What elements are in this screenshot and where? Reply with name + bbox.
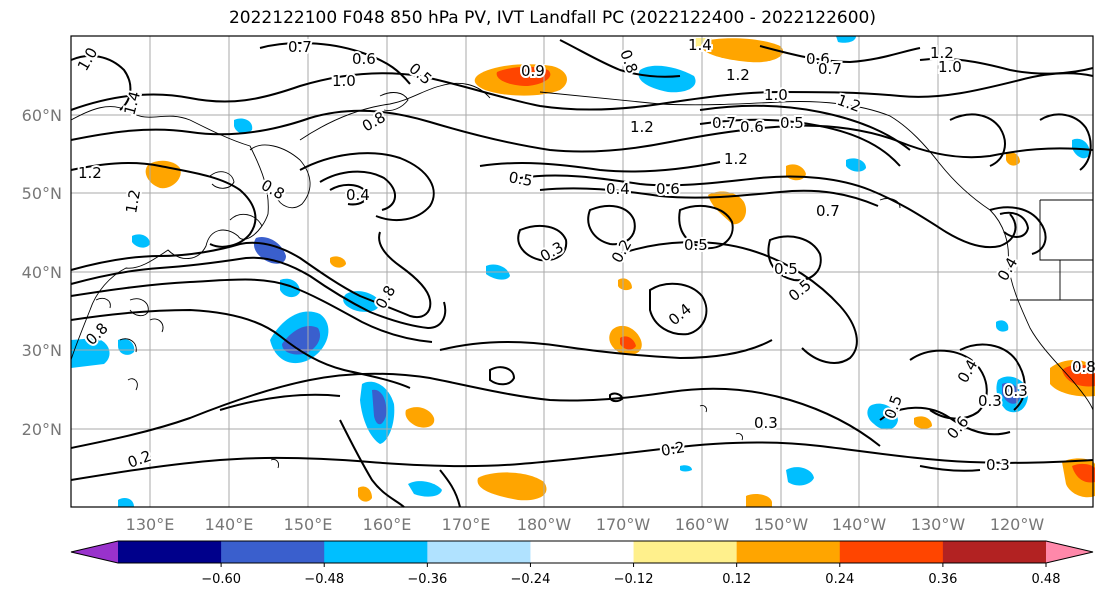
colorbar-tick-label: 0.12 xyxy=(722,572,751,587)
colorbar-cell xyxy=(427,541,531,563)
colorbar-tick-label: −0.12 xyxy=(614,572,654,587)
colorbar-tick-label: −0.36 xyxy=(407,572,447,587)
colorbar-cell xyxy=(530,541,635,563)
lon-tick-label: 160°W xyxy=(675,515,730,534)
lat-tick-label: 20°N xyxy=(22,420,62,439)
colorbar-cell xyxy=(736,541,841,563)
contour-label: 0.4 xyxy=(346,186,370,204)
colorbar-tick-label: 0.24 xyxy=(825,572,854,587)
lon-tick-label: 150°E xyxy=(284,515,333,534)
contour-label: 1.0 xyxy=(938,58,962,76)
lon-tick-label: 130°W xyxy=(911,515,966,534)
colorbar-cell xyxy=(839,541,944,563)
lon-tick-label: 150°W xyxy=(754,515,809,534)
lat-tick-label: 30°N xyxy=(22,341,62,360)
lon-tick-label: 170°E xyxy=(442,515,491,534)
colorbar-cell xyxy=(221,541,325,563)
contour-label: 0.3 xyxy=(1004,382,1028,400)
contour-label: 1.2 xyxy=(78,164,102,182)
contour-label: 1.2 xyxy=(930,44,954,62)
contour-label: 0.5 xyxy=(684,236,708,254)
colorbar-extend-low xyxy=(71,541,118,563)
latitude-labels: 60°N 50°N 40°N 30°N 20°N xyxy=(22,106,62,439)
map-title: 2022122100 F048 850 hPa PV, IVT Landfall… xyxy=(228,8,876,28)
contour-label: 0.6 xyxy=(656,180,680,198)
contour-label: 0.2 xyxy=(660,438,687,460)
contour-label: 1.2 xyxy=(724,150,748,168)
colorbar-outline xyxy=(70,540,1094,564)
contour-label: 1.2 xyxy=(726,66,750,84)
colorbar-extend-high xyxy=(1046,541,1093,563)
colorbar-cell xyxy=(633,541,738,563)
colorbar-cell xyxy=(118,541,222,563)
colorbar-cells xyxy=(118,541,1047,563)
contour-label: 0.3 xyxy=(978,392,1002,410)
lat-tick-label: 40°N xyxy=(22,263,62,282)
lat-tick-label: 50°N xyxy=(22,184,62,203)
contour-label: 0.7 xyxy=(816,202,840,220)
lat-tick-label: 60°N xyxy=(22,106,62,125)
colorbar-tick-label: −0.48 xyxy=(304,572,344,587)
contour-label: 0.4 xyxy=(606,180,630,198)
colorbar: −0.60 −0.48 −0.36 −0.24 −0.12 0.12 0.24 0.36 0.4… xyxy=(70,540,1094,587)
contour-label: 0.6 xyxy=(740,118,764,136)
contour-label: 0.6 xyxy=(806,50,830,68)
contour-label: 0.9 xyxy=(521,62,545,80)
lon-tick-label: 140°E xyxy=(205,515,254,534)
lon-tick-label: 170°W xyxy=(596,515,651,534)
contour-label: 0.5 xyxy=(774,260,798,278)
contour-label: 1.4 xyxy=(688,36,712,54)
contour-label: 0.8 xyxy=(1072,358,1096,376)
colorbar-cell xyxy=(942,541,1047,563)
map-frame xyxy=(70,35,1094,508)
longitude-labels: 130°E 140°E 150°E 160°E 170°E 180°W 170°… xyxy=(126,515,1045,534)
lon-tick-label: 160°E xyxy=(363,515,412,534)
lon-tick-label: 120°W xyxy=(990,515,1045,534)
contour-label: 0.7 xyxy=(818,60,842,78)
contour-label: 0.3 xyxy=(986,456,1010,474)
pv-contours xyxy=(70,39,1094,508)
colorbar-cell xyxy=(324,541,428,563)
contour-label: 0.7 xyxy=(712,114,736,132)
contour-label: 0.5 xyxy=(780,114,804,132)
colorbar-tick-label: −0.60 xyxy=(201,572,241,587)
contour-label: 0.7 xyxy=(288,38,312,56)
contour-label: 0.3 xyxy=(754,414,778,432)
graticule xyxy=(71,36,1093,507)
map-panel: 1.0 0.7 0.6 0.5 0.8 1.4 1.2 0.9 0.6 0.7 … xyxy=(70,34,1098,508)
colorbar-labels: −0.60 −0.48 −0.36 −0.24 −0.12 0.12 0.24 0.36 0.4… xyxy=(201,563,1061,587)
contour-label: 1.0 xyxy=(764,86,788,104)
colorbar-tick-label: 0.36 xyxy=(928,572,957,587)
contour-label: 1.0 xyxy=(332,72,356,90)
lon-tick-label: 130°E xyxy=(126,515,175,534)
colorbar-tick-label: 0.48 xyxy=(1032,572,1061,587)
contour-label: 1.2 xyxy=(630,118,654,136)
contour-label: 0.6 xyxy=(352,50,376,68)
lon-tick-label: 140°W xyxy=(832,515,887,534)
lon-tick-label: 180°W xyxy=(517,515,572,534)
colorbar-tick-label: −0.24 xyxy=(511,572,551,587)
